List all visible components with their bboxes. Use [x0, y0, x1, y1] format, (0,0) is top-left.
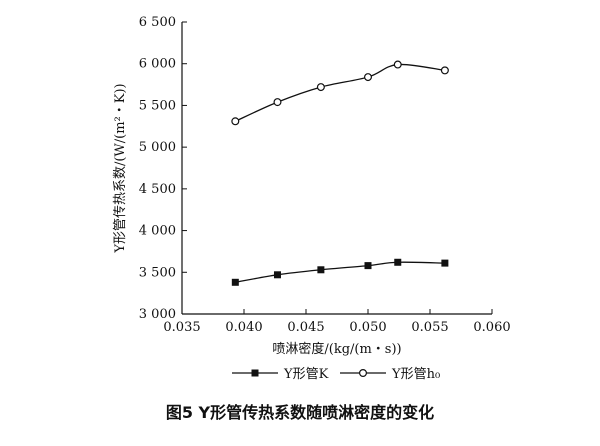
legend-marker-square: [251, 369, 259, 377]
y-tick-label: 6 500: [139, 15, 176, 30]
legend: Y形管K Y形管h₀: [232, 367, 440, 382]
series-line-2: [235, 63, 445, 122]
data-point-square: [364, 262, 372, 270]
x-tick-label: 0.035: [163, 320, 200, 335]
figure-caption: 图5 Y形管传热系数随喷淋密度的变化: [166, 403, 434, 422]
legend-label-1: Y形管K: [283, 367, 329, 382]
legend-marker-circle: [359, 369, 368, 378]
series-line-1: [235, 261, 445, 283]
data-point-circle: [316, 83, 325, 92]
data-point-square: [394, 258, 402, 266]
data-point-circle: [231, 117, 240, 126]
y-tick-label: 3 500: [139, 265, 176, 280]
data-point-square: [317, 266, 325, 274]
y-tick-label: 3 000: [139, 307, 176, 322]
y-tick-label: 5 500: [139, 98, 176, 113]
x-axis-label: 喷淋密度/(kg/(m・s)): [272, 341, 401, 357]
axis-ticks: 0.035 0.040 0.045 0.050 0.055 0.060 3 000 3 500…: [139, 15, 511, 335]
y-tick-label: 4 000: [139, 224, 176, 239]
data-point-circle: [440, 66, 449, 75]
axes: [181, 22, 492, 315]
y-tick-label: 4 500: [139, 182, 176, 197]
legend-label-2: Y形管h₀: [391, 367, 440, 382]
data-point-square: [231, 278, 239, 286]
data-point-circle: [273, 98, 282, 107]
y-tick-label: 6 000: [139, 57, 176, 72]
data-point-square: [441, 259, 449, 267]
x-tick-label: 0.055: [411, 320, 448, 335]
x-tick-label: 0.040: [225, 320, 262, 335]
x-tick-label: 0.060: [473, 320, 510, 335]
data-point-circle: [393, 60, 402, 69]
y-tick-label: 5 000: [139, 140, 176, 155]
y-axis-label: Y形管传热系数/(W/(m²・K)): [113, 83, 128, 253]
data-series: [231, 60, 449, 286]
x-tick-label: 0.045: [287, 320, 324, 335]
x-tick-label: 0.050: [349, 320, 386, 335]
data-point-square: [273, 271, 281, 279]
data-point-circle: [364, 73, 373, 82]
